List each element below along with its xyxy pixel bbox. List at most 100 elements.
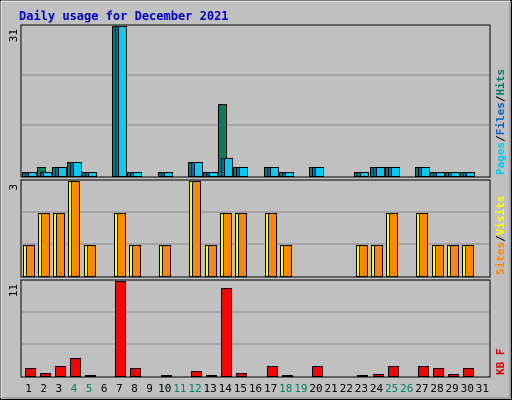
side-label-part-top-2: Files (494, 102, 507, 135)
bar-middle-sites-day-17 (268, 213, 277, 277)
side-label-part-middle-1: / (494, 235, 507, 242)
x-tick-label-4: 4 (71, 382, 78, 395)
bar-middle-sites-day-18 (283, 245, 292, 277)
bar-top-pages-day-7 (118, 26, 127, 177)
side-label-bottom: KB F (494, 349, 507, 376)
bar-middle-sites-day-5 (87, 245, 96, 277)
bar-top-pages-day-14 (224, 158, 233, 177)
bar-bottom-kb-f-day-28 (433, 368, 444, 377)
bar-middle-sites-day-27 (419, 213, 428, 277)
x-tick-label-16: 16 (249, 382, 262, 395)
x-tick-label-13: 13 (203, 382, 216, 395)
bar-top-pages-day-23 (360, 172, 369, 177)
bar-top-pages-day-27 (421, 167, 430, 177)
x-tick-label-3: 3 (56, 382, 63, 395)
bar-top-pages-day-5 (88, 172, 97, 177)
bar-middle-sites-day-28 (435, 245, 444, 277)
x-tick-label-8: 8 (131, 382, 138, 395)
y-max-label-middle: 3 (7, 184, 20, 191)
x-tick-label-26: 26 (400, 382, 413, 395)
plot-area-bottom (20, 279, 491, 378)
bar-top-pages-day-28 (436, 172, 445, 177)
bar-middle-sites-day-24 (374, 245, 383, 277)
bar-top-pages-day-25 (391, 167, 400, 177)
chart-title: Daily usage for December 2021 (19, 9, 229, 23)
bar-bottom-kb-f-day-20 (312, 366, 323, 377)
bar-bottom-kb-f-day-30 (463, 368, 474, 377)
panel-bottom: 11 KB F (7, 279, 507, 378)
panel-middle: 3 Sites/Visits (7, 179, 507, 278)
bar-middle-sites-day-23 (359, 245, 368, 277)
bar-top-pages-day-8 (133, 172, 142, 177)
x-tick-label-14: 14 (219, 382, 233, 395)
plot-area-top (20, 24, 491, 178)
x-tick-label-28: 28 (430, 382, 443, 395)
x-tick-label-30: 30 (461, 382, 474, 395)
bar-top-pages-day-17 (270, 167, 279, 177)
side-label-part-top-4: Hits (494, 69, 507, 96)
bar-middle-sites-day-12 (192, 181, 201, 277)
side-label-part-top-3: / (494, 95, 507, 102)
bar-top-pages-day-12 (194, 162, 203, 177)
bar-top-pages-day-29 (451, 172, 460, 177)
x-tick-label-15: 15 (234, 382, 247, 395)
x-tick-label-19: 19 (294, 382, 307, 395)
bar-top-pages-day-18 (285, 172, 294, 177)
bar-top-pages-day-24 (376, 167, 385, 177)
y-max-label-top: 31 (7, 29, 20, 42)
bar-bottom-kb-f-day-1 (25, 368, 36, 377)
x-tick-label-29: 29 (446, 382, 459, 395)
bar-bottom-kb-f-day-8 (130, 368, 141, 377)
x-tick-label-1: 1 (25, 382, 32, 395)
bar-middle-sites-day-3 (56, 213, 65, 277)
x-tick-label-23: 23 (355, 382, 368, 395)
bar-bottom-kb-f-day-27 (418, 366, 429, 377)
side-label-part-middle-2: Visits (494, 196, 507, 236)
side-label-top: Pages/Files/Hits (494, 69, 507, 175)
x-tick-label-24: 24 (370, 382, 384, 395)
bar-bottom-kb-f-day-17 (267, 366, 278, 377)
bar-bottom-kb-f-day-7 (115, 281, 126, 377)
x-tick-label-10: 10 (158, 382, 171, 395)
bar-bottom-kb-f-day-13 (206, 375, 217, 377)
bar-middle-sites-day-29 (450, 245, 459, 277)
bar-bottom-kb-f-day-24 (373, 374, 384, 377)
x-tick-label-6: 6 (101, 382, 108, 395)
x-tick-label-5: 5 (86, 382, 93, 395)
bar-middle-sites-day-13 (208, 245, 217, 277)
x-tick-label-18: 18 (279, 382, 292, 395)
bar-bottom-kb-f-day-12 (191, 371, 202, 377)
x-tick-label-11: 11 (173, 382, 186, 395)
x-tick-label-7: 7 (116, 382, 123, 395)
side-label-part-top-1: / (494, 135, 507, 142)
side-label-part-top-0: Pages (494, 142, 507, 175)
side-label-middle: Sites/Visits (494, 196, 507, 276)
bar-top-pages-day-1 (28, 172, 37, 177)
bar-bottom-kb-f-day-29 (448, 374, 459, 377)
bar-middle-sites-day-7 (117, 213, 126, 277)
bar-top-pages-day-3 (58, 167, 67, 177)
x-tick-label-20: 20 (309, 382, 322, 395)
bar-middle-sites-day-8 (132, 245, 141, 277)
x-tick-label-9: 9 (146, 382, 153, 395)
bar-middle-sites-day-4 (71, 181, 80, 277)
x-tick-label-25: 25 (385, 382, 398, 395)
y-max-label-bottom: 11 (7, 284, 20, 297)
bar-bottom-kb-f-day-4 (70, 358, 81, 377)
side-label-part-bottom-0: KB (494, 361, 507, 375)
x-tick-label-2: 2 (40, 382, 47, 395)
bar-middle-sites-day-1 (26, 245, 35, 277)
bar-bottom-kb-f-day-25 (388, 366, 399, 377)
bar-middle-sites-day-25 (389, 213, 398, 277)
side-label-part-middle-0: Sites (494, 242, 507, 275)
bar-bottom-kb-f-day-3 (55, 366, 66, 377)
x-tick-label-31: 31 (476, 382, 489, 395)
bar-middle-sites-day-15 (238, 213, 247, 277)
bar-bottom-kb-f-day-14 (221, 288, 232, 377)
bar-bottom-kb-f-day-23 (357, 375, 368, 377)
bar-top-pages-day-13 (209, 172, 218, 177)
